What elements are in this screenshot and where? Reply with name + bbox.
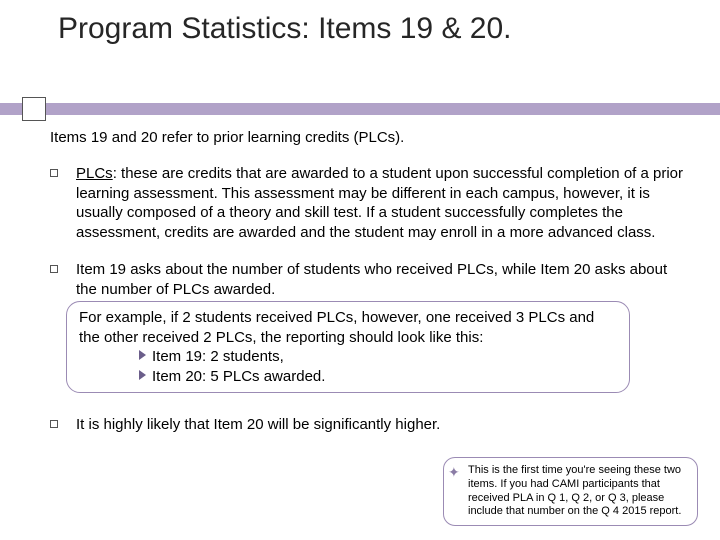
- bullet-item-3: It is highly likely that Item 20 will be…: [50, 415, 690, 435]
- star-icon: ✦: [448, 464, 460, 482]
- example-callout: For example, if 2 students received PLCs…: [66, 301, 630, 393]
- bullet-item-1: PLCs: these are credits that are awarded…: [50, 164, 690, 242]
- arrow-icon: [139, 350, 146, 360]
- example-intro: For example, if 2 students received PLCs…: [79, 308, 617, 347]
- example-sub-2-text: Item 20: 5 PLCs awarded.: [152, 368, 325, 385]
- arrow-icon: [139, 370, 146, 380]
- bullet-2-text: Item 19 asks about the number of student…: [76, 260, 690, 393]
- bullet-item-2: Item 19 asks about the number of student…: [50, 260, 690, 393]
- bullet-2-para1: Item 19 asks about the number of student…: [76, 260, 690, 299]
- square-bullet-icon: [50, 420, 58, 428]
- bullet-1-body: : these are credits that are awarded to …: [76, 165, 683, 241]
- accent-square: [22, 97, 46, 121]
- bullet-3-text: It is highly likely that Item 20 will be…: [76, 415, 690, 435]
- bullet-1-text: PLCs: these are credits that are awarded…: [76, 164, 690, 242]
- example-sub-2: Item 20: 5 PLCs awarded.: [79, 367, 617, 387]
- accent-bar: [0, 103, 720, 115]
- square-bullet-icon: [50, 265, 58, 273]
- bullet-1-underline: PLCs: [76, 165, 113, 182]
- example-sub-1: Item 19: 2 students,: [79, 347, 617, 367]
- example-sub-1-text: Item 19: 2 students,: [152, 348, 284, 365]
- footnote-callout: ✦ This is the first time you're seeing t…: [443, 457, 698, 526]
- page-title: Program Statistics: Items 19 & 20.: [0, 0, 720, 53]
- intro-text: Items 19 and 20 refer to prior learning …: [50, 128, 690, 148]
- footnote-text: This is the first time you're seeing the…: [468, 464, 681, 517]
- square-bullet-icon: [50, 169, 58, 177]
- content-area: Items 19 and 20 refer to prior learning …: [50, 128, 690, 453]
